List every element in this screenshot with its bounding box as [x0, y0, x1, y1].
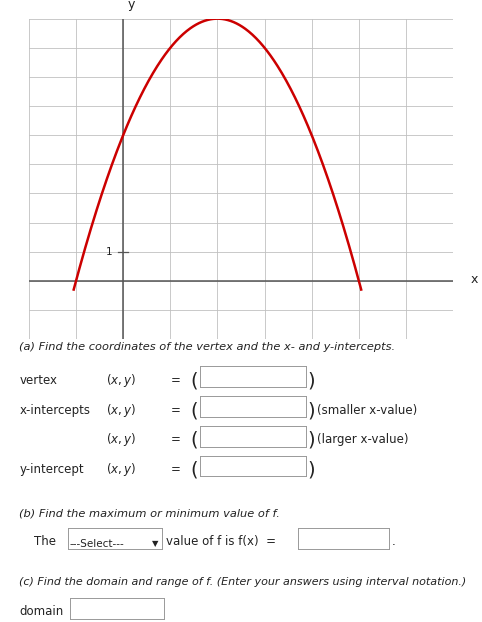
- Text: x-intercepts: x-intercepts: [19, 404, 90, 417]
- Text: The: The: [34, 535, 56, 548]
- Text: ---Select---: ---Select---: [70, 539, 125, 549]
- Text: =: =: [171, 374, 181, 387]
- Text: ): ): [308, 371, 315, 390]
- Text: ): ): [308, 431, 315, 450]
- Text: $(x, y)$: $(x, y)$: [106, 462, 136, 478]
- Text: $(x, y)$: $(x, y)$: [106, 372, 136, 389]
- Text: (: (: [190, 461, 198, 480]
- Text: domain: domain: [19, 605, 64, 618]
- Text: =: =: [171, 404, 181, 417]
- Text: x: x: [470, 273, 478, 285]
- Text: value of f is f(x)  =: value of f is f(x) =: [166, 535, 276, 548]
- Text: $(x, y)$: $(x, y)$: [106, 402, 136, 419]
- Text: (: (: [190, 371, 198, 390]
- Text: (: (: [190, 401, 198, 420]
- Text: .: .: [391, 535, 395, 548]
- Text: (larger x-value): (larger x-value): [317, 434, 409, 447]
- Text: (a) Find the coordinates of the vertex and the x- and y-intercepts.: (a) Find the coordinates of the vertex a…: [19, 341, 395, 351]
- Text: ▼: ▼: [152, 539, 159, 548]
- Text: ): ): [308, 461, 315, 480]
- Text: (c) Find the domain and range of f. (Enter your answers using interval notation.: (c) Find the domain and range of f. (Ent…: [19, 577, 467, 587]
- Text: (: (: [190, 431, 198, 450]
- Text: $(x, y)$: $(x, y)$: [106, 432, 136, 448]
- Text: ): ): [308, 401, 315, 420]
- Text: 1: 1: [106, 247, 113, 257]
- Text: (b) Find the maximum or minimum value of f.: (b) Find the maximum or minimum value of…: [19, 509, 280, 519]
- Text: y: y: [128, 0, 135, 11]
- Text: (smaller x-value): (smaller x-value): [317, 404, 417, 417]
- Text: y-intercept: y-intercept: [19, 463, 84, 476]
- Text: vertex: vertex: [19, 374, 57, 387]
- Text: =: =: [171, 434, 181, 447]
- Text: =: =: [171, 463, 181, 476]
